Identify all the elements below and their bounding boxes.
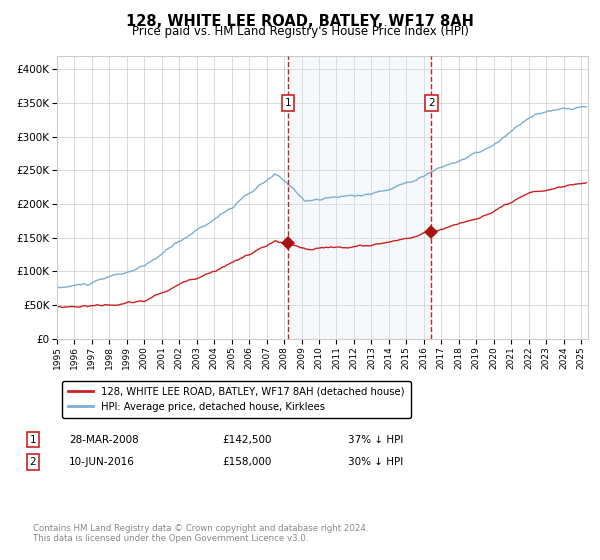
- Text: Price paid vs. HM Land Registry's House Price Index (HPI): Price paid vs. HM Land Registry's House …: [131, 25, 469, 38]
- Text: 28-MAR-2008: 28-MAR-2008: [69, 435, 139, 445]
- Text: 1: 1: [29, 435, 37, 445]
- Text: 37% ↓ HPI: 37% ↓ HPI: [348, 435, 403, 445]
- Legend: 128, WHITE LEE ROAD, BATLEY, WF17 8AH (detached house), HPI: Average price, deta: 128, WHITE LEE ROAD, BATLEY, WF17 8AH (d…: [62, 381, 410, 418]
- Text: £158,000: £158,000: [222, 457, 271, 467]
- Text: Contains HM Land Registry data © Crown copyright and database right 2024.
This d: Contains HM Land Registry data © Crown c…: [33, 524, 368, 543]
- Text: 2: 2: [29, 457, 37, 467]
- Text: 10-JUN-2016: 10-JUN-2016: [69, 457, 135, 467]
- Text: 1: 1: [284, 98, 291, 108]
- Text: 128, WHITE LEE ROAD, BATLEY, WF17 8AH: 128, WHITE LEE ROAD, BATLEY, WF17 8AH: [126, 14, 474, 29]
- Text: £142,500: £142,500: [222, 435, 271, 445]
- Bar: [288, 56, 431, 339]
- Text: 30% ↓ HPI: 30% ↓ HPI: [348, 457, 403, 467]
- Text: 2: 2: [428, 98, 435, 108]
